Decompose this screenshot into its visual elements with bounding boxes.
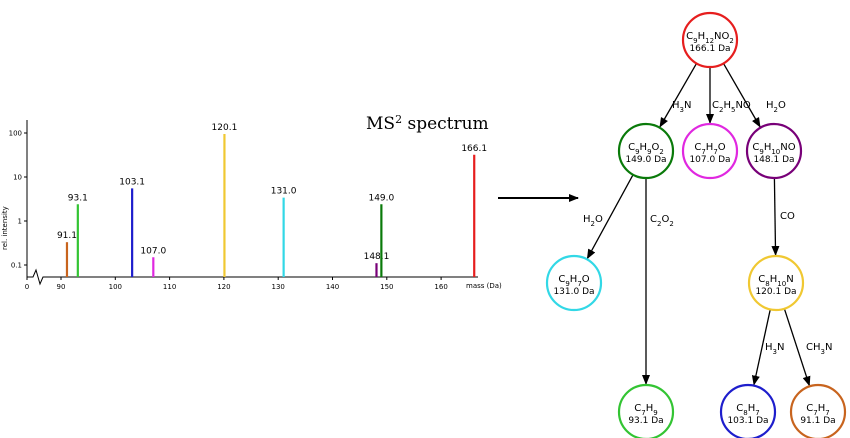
fragment-formula: C9H9O2 <box>628 142 664 156</box>
peak-label: 107.0 <box>140 246 166 256</box>
peak-label: 166.1 <box>461 144 487 154</box>
fragment-node-circle <box>747 254 805 312</box>
neutral-loss-label: CH3N <box>806 342 832 356</box>
x-tick-label: 160 <box>434 283 447 291</box>
fragment-node-circle <box>681 122 739 180</box>
fragmentation-edge <box>751 309 771 386</box>
x-tick-label: 100 <box>109 283 122 291</box>
peak-label: 93.1 <box>68 193 88 203</box>
fragment-formula: C7H7O <box>694 142 725 156</box>
fragment-node-circle <box>617 383 675 438</box>
fragment-mass: 149.0 Da <box>625 155 666 165</box>
fragment-formula: C7H9 <box>634 403 657 417</box>
neutral-loss-label: C2H5NO <box>712 100 751 114</box>
fragment-mass: 166.1 Da <box>689 44 730 54</box>
x-tick-label: 150 <box>380 283 393 291</box>
fragment-mass: 131.0 Da <box>553 287 594 297</box>
x-tick-label: 110 <box>163 283 176 291</box>
fragment-mass: 93.1 Da <box>628 416 663 426</box>
x-axis-line <box>27 268 478 286</box>
fragmentation-edge <box>722 63 761 128</box>
spectrum-panel: MS2 spectrum rel. intensity 100 10 1 0.1 0 9… <box>1 113 502 292</box>
x-axis-label: mass (Da) <box>466 282 502 290</box>
fragmentation-tree: H3N C2H5NO H2O H2O C2O2 CO H3N CH3N C9H12NO2166… <box>545 11 847 438</box>
neutral-loss-label: CO <box>780 211 795 222</box>
x-tick-label: 130 <box>272 283 285 291</box>
fragmentation-edge <box>659 63 698 128</box>
peak-label: 149.0 <box>368 193 394 203</box>
fragment-formula: C8H7 <box>736 403 759 417</box>
neutral-loss-label: H2O <box>583 214 603 228</box>
spectrum-title: MS2 spectrum <box>366 113 489 135</box>
y-tick-label: 1 <box>18 218 22 226</box>
fragment-node-circle <box>681 11 739 69</box>
neutral-loss-label: H2O <box>766 100 786 114</box>
y-ticks: 100 10 1 0.1 <box>9 130 27 270</box>
peak-label: 131.0 <box>271 187 297 197</box>
fragment-formula: C9H12NO2 <box>686 31 734 45</box>
peak-label: 91.1 <box>57 231 77 241</box>
y-tick-label: 0.1 <box>11 262 22 270</box>
fragment-mass: 107.0 Da <box>689 155 730 165</box>
x-tick-label: 0 <box>25 283 29 291</box>
fragment-node-circle <box>719 383 777 438</box>
fragment-mass: 103.1 Da <box>727 416 768 426</box>
y-tick-label: 100 <box>9 130 22 138</box>
fragmentation-edge <box>783 308 811 387</box>
fragment-formula: C7H7 <box>806 403 829 417</box>
fragment-node-circle <box>745 122 803 180</box>
neutral-loss-label: H3N <box>672 100 691 114</box>
fragment-formula: C9H7O <box>558 274 589 288</box>
fragment-formula: C8H10N <box>758 274 793 288</box>
fragmentation-edge <box>771 177 780 257</box>
fragment-mass: 120.1 Da <box>755 287 796 297</box>
fragmentation-edge <box>586 174 634 260</box>
peak-label: 148.1 <box>364 252 390 262</box>
fragment-node-circle <box>789 383 847 438</box>
fragment-mass: 91.1 Da <box>800 416 835 426</box>
x-tick-label: 90 <box>57 283 66 291</box>
x-tick-label: 140 <box>326 283 339 291</box>
fragment-mass: 148.1 Da <box>753 155 794 165</box>
neutral-loss-label: H3N <box>765 342 784 356</box>
x-tick-label: 120 <box>217 283 230 291</box>
peak-label: 103.1 <box>119 177 145 187</box>
neutral-loss-label: C2O2 <box>650 214 674 228</box>
tree-edges: H3N C2H5NO H2O H2O C2O2 CO H3N CH3N <box>583 63 832 387</box>
x-ticks: 0 90 100 110 120 130 140 150 160 <box>25 277 448 291</box>
fragment-node-circle <box>617 122 675 180</box>
y-tick-label: 10 <box>13 174 22 182</box>
y-axis-label: rel. intensity <box>1 206 9 250</box>
fragment-node-circle <box>545 254 603 312</box>
peak-label: 120.1 <box>212 123 238 133</box>
fragment-formula: C9H10NO <box>752 142 795 156</box>
spectrum-peaks: 91.1 93.1 103.1 107.0 120.1 131.0 148.1 149.0 16… <box>57 123 487 277</box>
